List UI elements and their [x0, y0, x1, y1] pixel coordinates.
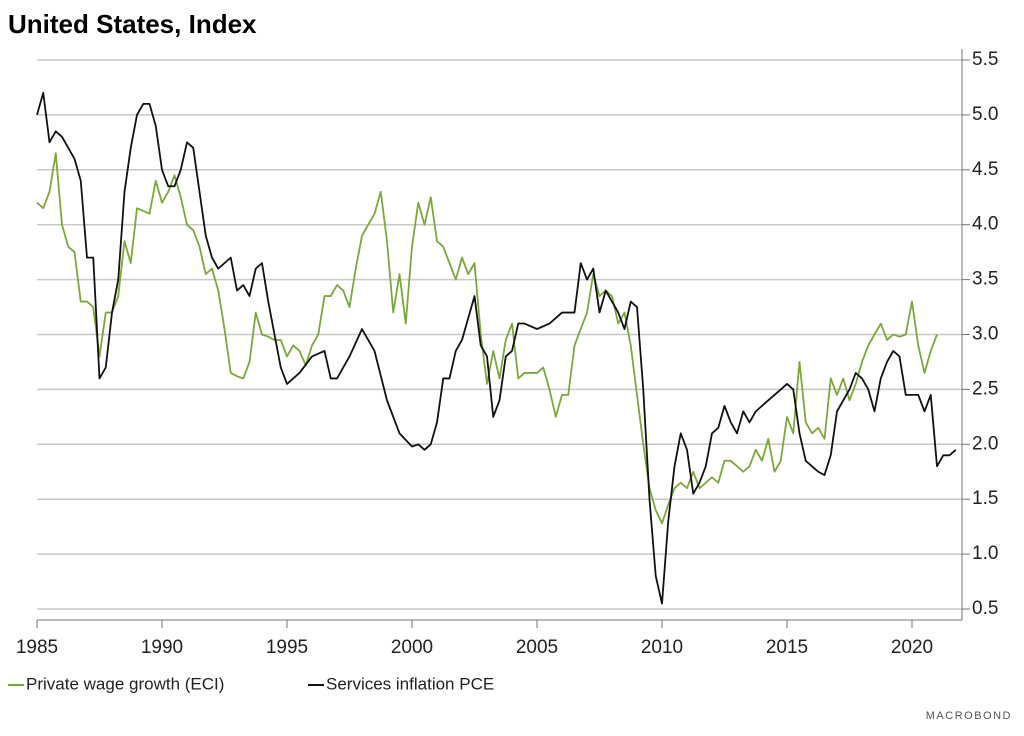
x-tick-label: 2005 [516, 637, 558, 658]
y-tick-label: 4.0 [972, 214, 998, 235]
x-tick-label: 2015 [766, 637, 808, 658]
y-tick-label: 1.5 [972, 488, 998, 509]
x-tick-label: 1990 [141, 637, 183, 658]
x-tick-label: 1985 [16, 637, 58, 658]
y-tick-label: 4.5 [972, 159, 998, 180]
y-tick-label: 3.5 [972, 269, 998, 290]
y-tick-label: 2.5 [972, 378, 998, 399]
series-line [36, 152, 938, 525]
series-line [36, 92, 957, 605]
x-tick-label: 2020 [891, 637, 933, 658]
y-tick-label: 5.5 [972, 49, 998, 70]
legend-label: Private wage growth (ECI) [26, 674, 224, 693]
y-tick-label: 2.0 [972, 433, 998, 454]
x-tick-label: 2010 [641, 637, 683, 658]
source: MACROBOND [926, 710, 1012, 722]
x-tick-label: 1995 [266, 637, 308, 658]
chart-title: United States, Index [8, 9, 257, 39]
legend: Private wage growth (ECI) Services infla… [8, 674, 494, 693]
legend-label: Services inflation PCE [326, 674, 494, 693]
y-tick-label: 5.0 [972, 104, 998, 125]
y-tick-label: 0.5 [972, 598, 998, 619]
x-tick-label: 2000 [391, 637, 433, 658]
y-tick-label: 3.0 [972, 324, 998, 345]
y-tick-label: 1.0 [972, 543, 998, 564]
